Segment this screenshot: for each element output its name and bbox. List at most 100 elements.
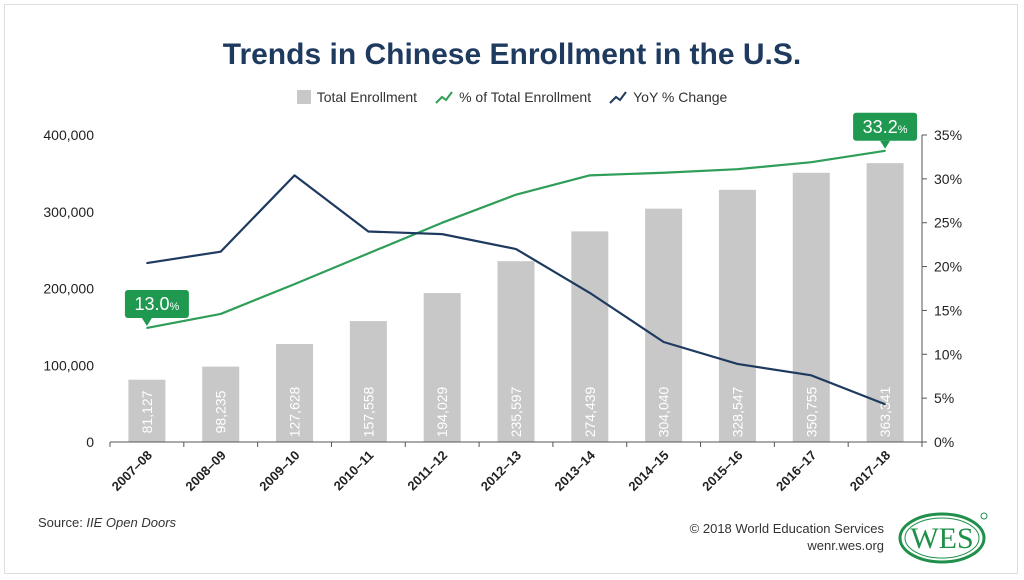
copyright-text: © 2018 World Education Services: [689, 521, 884, 536]
legend-item-yoy-change: YoY % Change: [609, 89, 727, 105]
legend-label-total: Total Enrollment: [316, 89, 418, 105]
callout-first: 13.0%: [124, 289, 189, 326]
yoy-change-line-point: [146, 262, 148, 264]
bar-2012–13: [497, 261, 535, 442]
y-left-tick-label: 300,000: [43, 204, 94, 220]
x-tick-label: 2010–11: [331, 448, 377, 494]
yoy-change-line-point: [589, 292, 591, 294]
bar-value-label: 304,040: [656, 386, 672, 437]
website-text: wenr.wes.org: [807, 538, 884, 553]
bar-2011–12: [423, 293, 461, 442]
bar-value-label: 328,547: [729, 386, 745, 437]
source-name: IIE Open Doors: [86, 515, 177, 530]
y-right-tick-label: 5%: [934, 390, 954, 406]
x-tick-label: 2007–08: [109, 448, 155, 494]
y-right-tick-label: 10%: [934, 346, 962, 362]
callout-last-text: 33.2%: [863, 117, 908, 137]
bar-2009–10: [276, 344, 314, 442]
pct-total-line-point: [367, 252, 370, 255]
x-tick-label: 2013–14: [552, 447, 599, 494]
pct-total-line-point: [810, 161, 813, 163]
bar-value-label: 235,597: [508, 386, 524, 437]
yoy-change-line-point: [736, 363, 739, 365]
y-right-tick-label: 25%: [934, 215, 962, 231]
bar-value-label: 274,439: [582, 386, 598, 437]
bar-2008–09: [202, 366, 240, 442]
yoy-change-line-point: [293, 174, 296, 177]
callout-first-value: 13.0: [134, 294, 169, 314]
bar-value-label: 194,029: [434, 386, 450, 437]
pct-total-line-point: [884, 149, 886, 152]
pct-total-line-point: [662, 171, 665, 174]
bar-value-label: 127,628: [287, 386, 303, 437]
pct-total-line-point: [146, 327, 148, 329]
yoy-change-line-point: [884, 403, 886, 406]
pct-total-line-point: [441, 221, 443, 224]
bar-swatch-icon: [296, 90, 311, 104]
x-tick-label: 2017–18: [847, 448, 893, 494]
callout-first-pointer: [141, 317, 152, 326]
bar-2017–18: [866, 163, 904, 442]
callout-last-value: 33.2: [863, 117, 898, 137]
legend-item-pct-total: % of Total Enrollment: [435, 89, 591, 105]
callout-last: 33.2%: [853, 112, 918, 149]
bar-2014–15: [645, 208, 683, 442]
x-tick-label: 2015–16: [699, 448, 745, 494]
source-prefix: Source:: [38, 515, 87, 530]
bar-2010–11: [349, 321, 387, 442]
yoy-change-line-point: [441, 233, 443, 235]
pct-total-line-point: [219, 313, 222, 315]
copyright-block: © 2018 World Education Services wenr.wes…: [690, 520, 884, 554]
x-tick-label: 2012–13: [478, 448, 524, 494]
legend: Total Enrollment % of Total Enrollment Y…: [0, 89, 1024, 105]
y-right-tick-label: 35%: [934, 127, 962, 143]
y-right-tick-label: 0%: [934, 434, 954, 450]
logo-text: WES: [910, 522, 973, 555]
chart-title: Trends in Chinese Enrollment in the U.S.: [222, 38, 802, 71]
callout-first-text: 13.0%: [134, 294, 179, 314]
bar-value-label: 350,755: [803, 386, 819, 437]
pct-total-line-point: [589, 174, 591, 177]
bar-value-label: 81,127: [139, 390, 155, 433]
x-tick-label: 2014–15: [625, 448, 671, 494]
bar-value-label: 157,558: [360, 386, 376, 437]
yoy-change-line-point: [810, 374, 813, 377]
bar-value-label: 363,341: [877, 386, 893, 437]
x-tick-label: 2008–09: [182, 448, 228, 494]
yoy-change-line-point: [515, 248, 517, 250]
source-note: Source: IIE Open Doors: [38, 515, 176, 530]
callout-last-pointer: [880, 140, 891, 149]
x-tick-label: 2016–17: [773, 448, 819, 494]
green-line-swatch-icon: [435, 91, 453, 104]
bar-2013–14: [571, 231, 609, 442]
navy-line-swatch-icon: [609, 91, 627, 104]
bar-2007–08: [128, 379, 166, 442]
callout-last-unit: %: [898, 124, 908, 136]
legend-item-total-enrollment: Total Enrollment: [296, 89, 418, 105]
pct-total-line-point: [293, 283, 296, 285]
y-left-tick-label: 400,000: [43, 127, 94, 143]
wes-logo-icon: WES: [898, 512, 988, 564]
yoy-change-line-point: [219, 250, 222, 253]
pct-total-line-point: [515, 193, 517, 196]
y-left-tick-label: 100,000: [43, 357, 94, 373]
legend-label-yoy: YoY % Change: [633, 89, 728, 105]
pct-total-line-point: [736, 168, 739, 171]
yoy-change-line-point: [367, 230, 370, 233]
y-right-tick-label: 15%: [934, 302, 962, 318]
callout-last-box: [853, 112, 918, 141]
callout-first-unit: %: [170, 301, 180, 313]
x-tick-label: 2011–12: [404, 448, 450, 494]
bar-2016–17: [792, 172, 830, 442]
y-right-tick-label: 20%: [934, 259, 962, 275]
yoy-change-line-point: [662, 341, 665, 343]
y-left-tick-label: 0: [86, 434, 94, 450]
y-right-tick-label: 30%: [934, 171, 962, 187]
callout-first-box: [124, 289, 189, 318]
bar-2015–16: [718, 189, 756, 442]
y-left-tick-label: 200,000: [43, 281, 94, 297]
bar-value-label: 98,235: [213, 390, 229, 433]
legend-label-pct: % of Total Enrollment: [459, 89, 592, 105]
x-tick-label: 2009–10: [256, 448, 302, 494]
